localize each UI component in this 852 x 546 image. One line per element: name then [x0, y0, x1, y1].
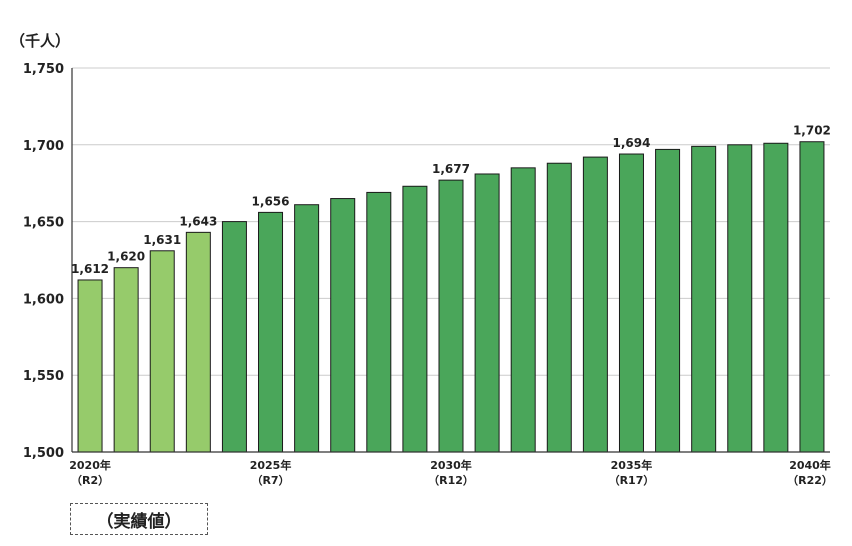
- y-tick-label: 1,750: [23, 62, 64, 77]
- bar: [330, 198, 356, 453]
- bar: [77, 279, 103, 453]
- actual-values-label: （実績値）: [70, 503, 208, 535]
- bar: [294, 204, 320, 453]
- bar: [691, 145, 717, 453]
- x-tick-sublabel: （R22）: [787, 474, 833, 487]
- bar: [546, 162, 572, 453]
- unit-label: （千人）: [10, 32, 71, 50]
- y-tick-label: 1,550: [23, 369, 64, 384]
- bar: [366, 191, 392, 453]
- bar: [402, 185, 428, 453]
- x-tick-sublabel: （R17）: [609, 474, 655, 487]
- x-tick-label: 2030年: [430, 458, 472, 472]
- x-tick-sublabel: （R12）: [428, 474, 474, 487]
- data-label: 1,656: [252, 194, 290, 208]
- bar: [185, 231, 211, 453]
- bar: [618, 153, 644, 453]
- bar: [510, 167, 536, 453]
- bar: [113, 267, 139, 453]
- data-label: 1,694: [612, 136, 650, 150]
- bar: [799, 141, 825, 453]
- bar: [149, 250, 175, 453]
- x-tick-sublabel: （R7）: [251, 474, 289, 487]
- bar: [763, 142, 789, 453]
- y-tick-label: 1,500: [23, 446, 64, 461]
- data-label: 1,631: [143, 233, 181, 247]
- y-tick-label: 1,600: [23, 292, 64, 307]
- x-tick-label: 2020年: [69, 458, 111, 472]
- data-label: 1,677: [432, 162, 470, 176]
- x-tick-label: 2040年: [789, 458, 831, 472]
- y-tick-label: 1,700: [23, 139, 64, 154]
- data-label: 1,643: [179, 214, 217, 228]
- y-tick-label: 1,650: [23, 216, 64, 231]
- data-label: 1,612: [71, 262, 109, 276]
- x-tick-label: 2035年: [611, 458, 653, 472]
- x-tick-sublabel: （R2）: [71, 474, 109, 487]
- data-label: 1,702: [793, 124, 831, 138]
- bar: [438, 179, 464, 453]
- bar: [727, 144, 753, 453]
- data-label: 1,620: [107, 250, 145, 264]
- x-tick-label: 2025年: [250, 458, 292, 472]
- bar: [582, 156, 608, 453]
- bar: [474, 173, 500, 453]
- bar: [258, 211, 284, 453]
- bar: [655, 148, 681, 453]
- bar: [221, 221, 247, 453]
